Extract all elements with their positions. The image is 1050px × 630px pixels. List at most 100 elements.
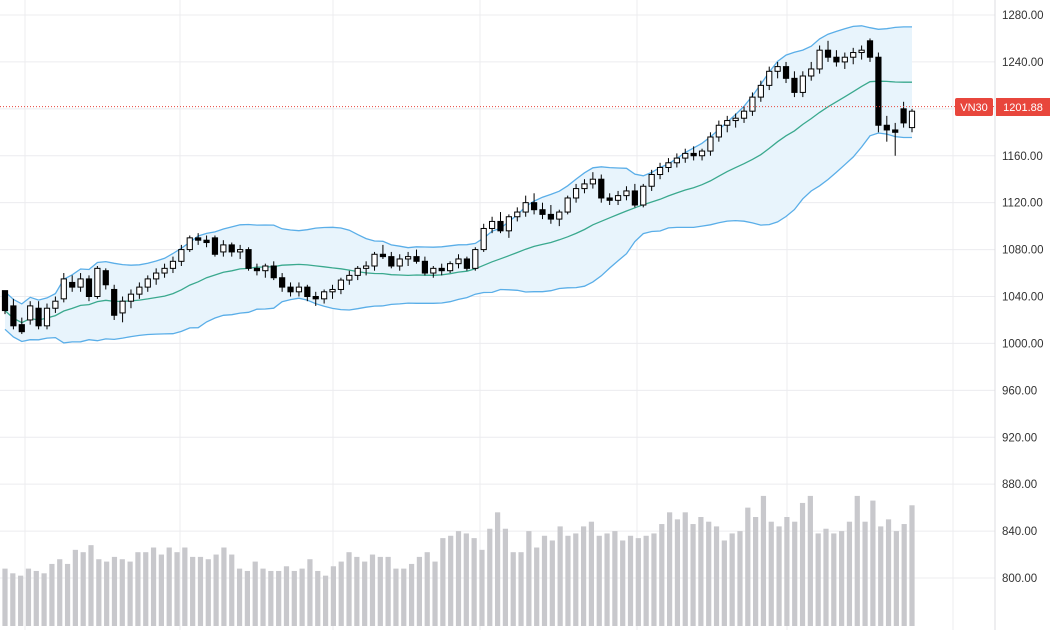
volume-bar (80, 552, 86, 626)
last-price-labels: VN30 1201.88 (955, 98, 1050, 116)
candle-body (329, 288, 336, 293)
candle (178, 244, 185, 267)
volume-bar (760, 495, 767, 626)
candle-body (614, 195, 622, 201)
candle (472, 247, 479, 271)
candle-body (472, 249, 479, 269)
volume-bar (854, 495, 860, 626)
volume-bar (64, 563, 71, 626)
volume-bar (729, 533, 735, 626)
candle-body (682, 152, 689, 159)
volume-bar (190, 556, 196, 626)
candle (656, 162, 664, 180)
candle-body (388, 256, 395, 267)
volume-bar (25, 568, 32, 626)
volume-bar (260, 568, 266, 626)
candle (35, 301, 42, 330)
candle (631, 183, 638, 208)
candle-body (279, 277, 286, 288)
candle-body (707, 136, 714, 152)
volume-bar (518, 552, 524, 626)
candle (304, 284, 311, 302)
volume-bar (377, 556, 383, 626)
candle (312, 291, 319, 306)
candle (169, 256, 177, 274)
symbol-tag: VN30 (960, 102, 988, 114)
candle (413, 249, 420, 264)
volume-bar (33, 570, 39, 626)
candle (799, 71, 806, 98)
candle (18, 317, 25, 335)
candle (77, 273, 84, 292)
candle (119, 296, 126, 323)
candle-body (18, 324, 25, 333)
candle-body (514, 211, 521, 218)
candle-body (438, 267, 445, 272)
candle-body (337, 279, 345, 290)
candle-body (127, 293, 135, 302)
candle-body (539, 209, 546, 215)
candle-body (589, 178, 596, 185)
candle (371, 251, 378, 271)
volume-bar (455, 531, 462, 626)
candle-body (455, 258, 462, 265)
candle-body (354, 267, 361, 276)
candle (354, 266, 361, 281)
volume-bar (721, 540, 727, 626)
candle (749, 92, 756, 116)
candle-body (371, 253, 378, 267)
candle (808, 61, 815, 81)
volume-bar (135, 552, 141, 626)
candle-body (52, 300, 59, 309)
volume-bar (268, 570, 274, 626)
candle-body (161, 267, 168, 274)
y-tick-label: 1040.00 (1002, 292, 1044, 304)
candle-body (237, 249, 244, 253)
candle (740, 106, 748, 123)
y-tick-label: 1240.00 (1002, 57, 1044, 69)
candle (673, 153, 680, 168)
candle (60, 273, 67, 303)
price-axis[interactable]: 1280.001240.001200.001160.001120.001080.… (1002, 10, 1044, 585)
candle (253, 263, 261, 276)
candle (455, 254, 462, 269)
volume-bar (236, 568, 243, 626)
volume-bar (784, 517, 790, 626)
volume-bar (612, 531, 618, 626)
candle (581, 179, 588, 194)
candle (791, 71, 798, 98)
volume-bar (659, 524, 665, 626)
volume-bar (448, 535, 454, 626)
volume-bar (839, 531, 845, 626)
volume-bar (174, 552, 180, 626)
candle (724, 115, 731, 133)
candle-body (111, 288, 118, 316)
volume-bar (745, 507, 751, 626)
candle-body (799, 75, 806, 93)
candle-body (505, 216, 512, 232)
candle (648, 169, 655, 191)
candle (665, 158, 672, 173)
volume-bar (706, 521, 712, 626)
candle (892, 122, 899, 156)
candle (346, 270, 353, 285)
volume-bar (471, 538, 477, 626)
candle-body (304, 286, 311, 298)
candle-body (245, 249, 252, 269)
volume-bar (690, 524, 696, 626)
volume-bar (893, 531, 899, 626)
candle-body (94, 267, 101, 298)
candle (539, 202, 546, 220)
volume-bar (713, 526, 720, 626)
middle-band-line (4, 80, 912, 324)
volume-bar (158, 554, 164, 626)
candles (1, 38, 916, 335)
candle (329, 284, 336, 299)
candle (715, 120, 722, 142)
volume-bar (581, 526, 587, 626)
volume-bar (322, 575, 329, 626)
candle-body (211, 237, 219, 255)
candle-body (631, 190, 638, 206)
volume-bar (221, 547, 227, 626)
volume-bar (776, 526, 782, 626)
